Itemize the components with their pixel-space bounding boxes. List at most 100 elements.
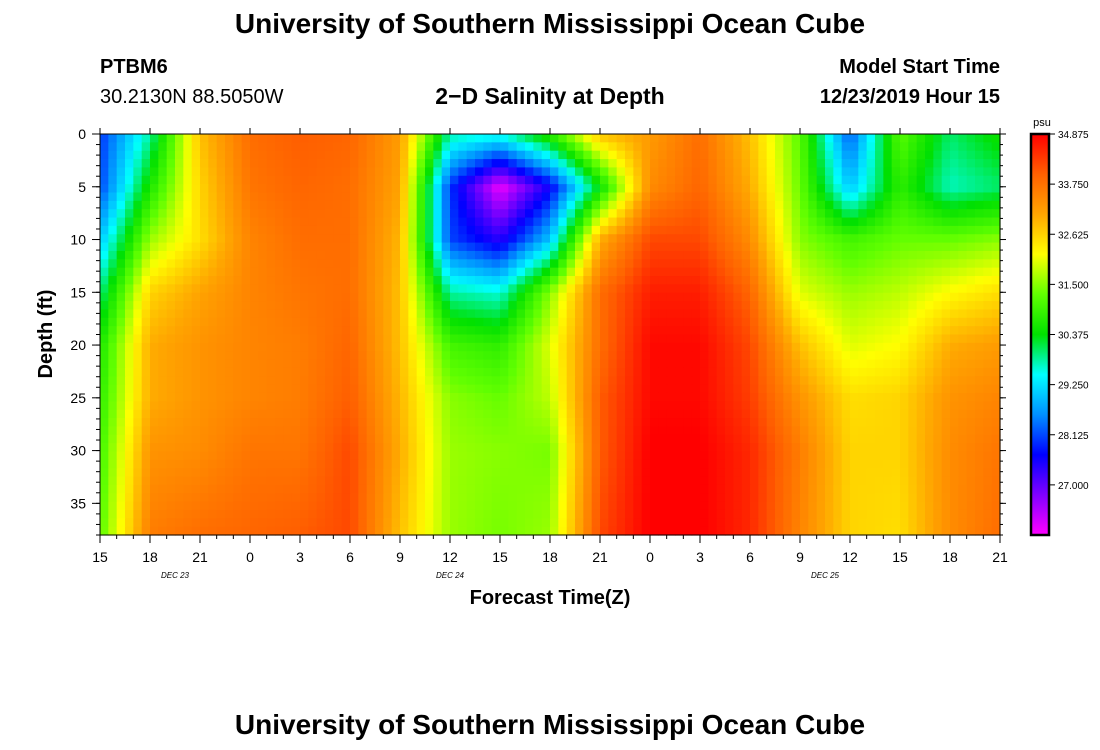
heatmap-cell bbox=[691, 326, 701, 336]
heatmap-cell bbox=[566, 426, 576, 436]
heatmap-cell bbox=[616, 284, 626, 294]
heatmap-cell bbox=[500, 484, 509, 494]
heatmap-cell bbox=[116, 451, 126, 461]
heatmap-cell bbox=[158, 476, 168, 486]
heatmap-cell bbox=[375, 501, 384, 511]
heatmap-cell bbox=[100, 334, 109, 344]
heatmap-cell bbox=[950, 184, 959, 194]
heatmap-cell bbox=[550, 351, 559, 361]
heatmap-cell bbox=[175, 367, 184, 377]
heatmap-cell bbox=[500, 234, 509, 244]
heatmap-cell bbox=[450, 409, 459, 419]
heatmap-cell bbox=[675, 484, 684, 494]
heatmap-cell bbox=[258, 250, 268, 260]
heatmap-cell bbox=[625, 192, 634, 202]
heatmap-cell bbox=[350, 459, 359, 469]
heatmap-cell bbox=[966, 184, 976, 194]
heatmap-cell bbox=[125, 493, 134, 503]
heatmap-cell bbox=[491, 384, 501, 394]
heatmap-cell bbox=[600, 200, 609, 210]
heatmap-cell bbox=[700, 326, 709, 336]
heatmap-cell bbox=[908, 401, 918, 411]
heatmap-cell bbox=[866, 392, 876, 402]
heatmap-cell bbox=[800, 225, 809, 235]
heatmap-cell bbox=[591, 175, 601, 185]
heatmap-cell bbox=[550, 301, 559, 311]
heatmap-cell bbox=[950, 459, 959, 469]
heatmap-cell bbox=[383, 217, 393, 227]
heatmap-cell bbox=[750, 184, 759, 194]
heatmap-cell bbox=[566, 200, 576, 210]
heatmap-cell bbox=[616, 309, 626, 319]
heatmap-cell bbox=[491, 443, 501, 453]
heatmap-cell bbox=[616, 217, 626, 227]
heatmap-cell bbox=[175, 192, 184, 202]
heatmap-cell bbox=[716, 334, 726, 344]
heatmap-cell bbox=[375, 292, 384, 302]
heatmap-cell bbox=[325, 284, 334, 294]
heatmap-cell bbox=[991, 250, 1001, 260]
heatmap-cell bbox=[100, 192, 109, 202]
heatmap-cell bbox=[683, 326, 693, 336]
heatmap-cell bbox=[133, 342, 143, 352]
heatmap-cell bbox=[158, 468, 168, 478]
heatmap-cell bbox=[916, 292, 926, 302]
heatmap-cell bbox=[716, 451, 726, 461]
heatmap-cell bbox=[775, 401, 784, 411]
heatmap-cell bbox=[275, 351, 284, 361]
heatmap-cell bbox=[266, 134, 276, 143]
heatmap-cell bbox=[733, 392, 743, 402]
heatmap-cell bbox=[366, 501, 376, 511]
heatmap-cell bbox=[791, 276, 801, 285]
heatmap-cell bbox=[816, 167, 826, 177]
heatmap-cell bbox=[100, 326, 109, 336]
heatmap-cell bbox=[833, 493, 843, 503]
heatmap-cell bbox=[300, 317, 309, 327]
heatmap-cell bbox=[558, 259, 568, 269]
heatmap-cell bbox=[175, 159, 184, 169]
heatmap-cell bbox=[625, 326, 634, 336]
heatmap-cell bbox=[575, 326, 584, 336]
heatmap-cell bbox=[891, 159, 901, 169]
heatmap-cell bbox=[750, 376, 759, 386]
heatmap-cell bbox=[966, 451, 976, 461]
heatmap-cell bbox=[358, 426, 368, 436]
heatmap-cell bbox=[208, 476, 218, 486]
heatmap-cell bbox=[900, 250, 909, 260]
heatmap-cell bbox=[516, 284, 526, 294]
heatmap-cell bbox=[216, 259, 226, 269]
heatmap-cell bbox=[175, 292, 184, 302]
heatmap-cell bbox=[233, 259, 243, 269]
heatmap-cell bbox=[425, 284, 434, 294]
heatmap-cell bbox=[341, 142, 351, 152]
heatmap-cell bbox=[383, 392, 393, 402]
heatmap-cell bbox=[700, 250, 709, 260]
heatmap-cell bbox=[308, 443, 318, 453]
heatmap-cell bbox=[516, 359, 526, 369]
heatmap-cell bbox=[591, 184, 601, 194]
heatmap-cell bbox=[200, 225, 209, 235]
heatmap-cell bbox=[183, 167, 193, 177]
heatmap-cell bbox=[425, 276, 434, 285]
heatmap-cell bbox=[650, 184, 659, 194]
heatmap-cell bbox=[775, 150, 784, 160]
heatmap-cell bbox=[475, 150, 484, 160]
heatmap-cell bbox=[700, 359, 709, 369]
heatmap-cell bbox=[425, 259, 434, 269]
heatmap-cell bbox=[841, 250, 851, 260]
heatmap-cell bbox=[733, 342, 743, 352]
heatmap-cell bbox=[625, 242, 634, 252]
heatmap-cell bbox=[633, 334, 643, 344]
heatmap-cell bbox=[300, 501, 309, 511]
heatmap-cell bbox=[166, 167, 176, 177]
heatmap-cell bbox=[508, 326, 518, 336]
heatmap-cell bbox=[483, 292, 493, 302]
heatmap-cell bbox=[733, 426, 743, 436]
heatmap-cell bbox=[100, 250, 109, 260]
heatmap-cell bbox=[816, 418, 826, 427]
heatmap-cell bbox=[183, 209, 193, 219]
heatmap-cell bbox=[350, 134, 359, 143]
heatmap-cell bbox=[116, 418, 126, 427]
heatmap-cell bbox=[125, 418, 134, 427]
heatmap-cell bbox=[941, 167, 951, 177]
